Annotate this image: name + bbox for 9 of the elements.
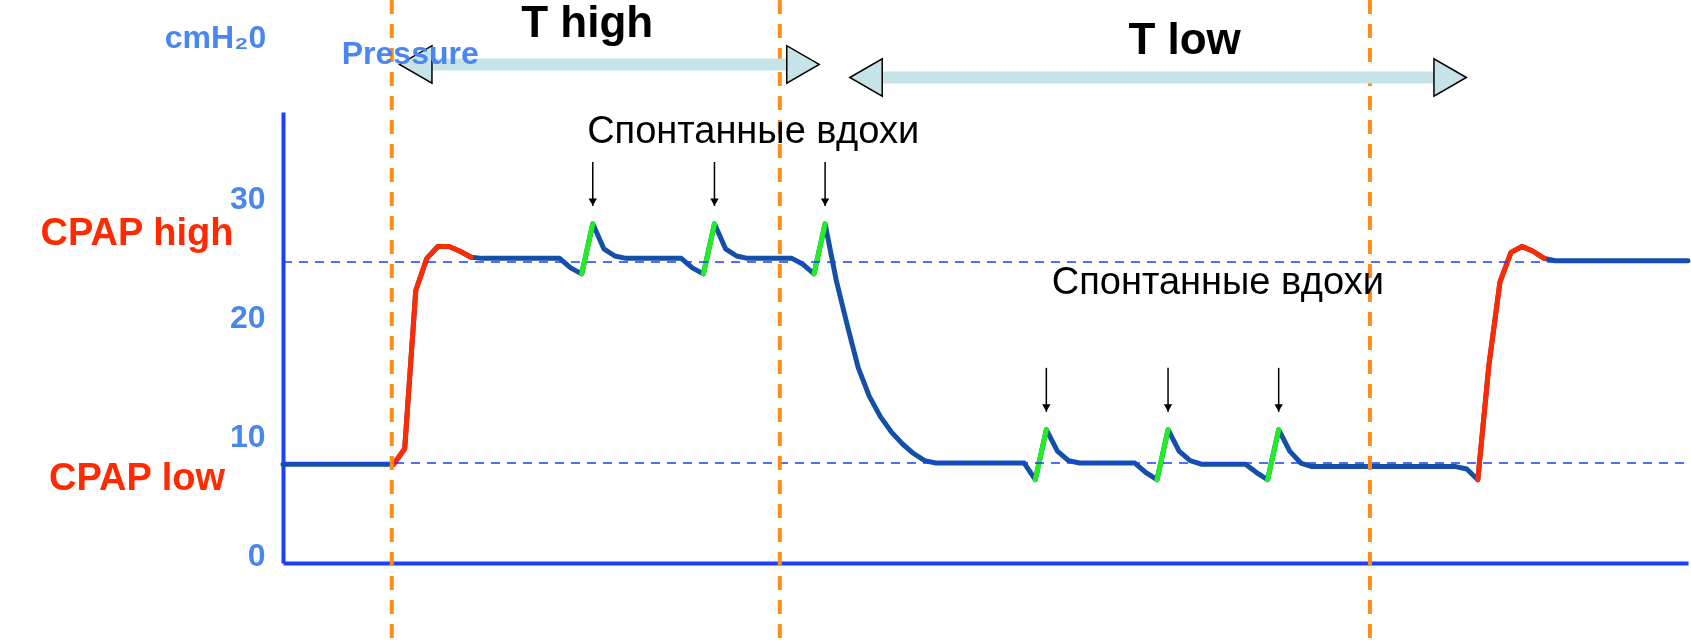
text: T low — [1128, 13, 1242, 63]
y-tick-label: 0 — [247, 537, 266, 574]
ref-line-label: CPAP low — [49, 456, 226, 499]
annotation: Спонтанные вдохи — [1051, 260, 1384, 303]
y-axis-title: cmH₂0 — [164, 18, 267, 55]
text: T high — [521, 0, 654, 46]
y-tick-label: 20 — [229, 299, 266, 336]
annotation: Спонтанные вдохи — [587, 109, 920, 152]
y-tick-label: 10 — [229, 418, 266, 455]
